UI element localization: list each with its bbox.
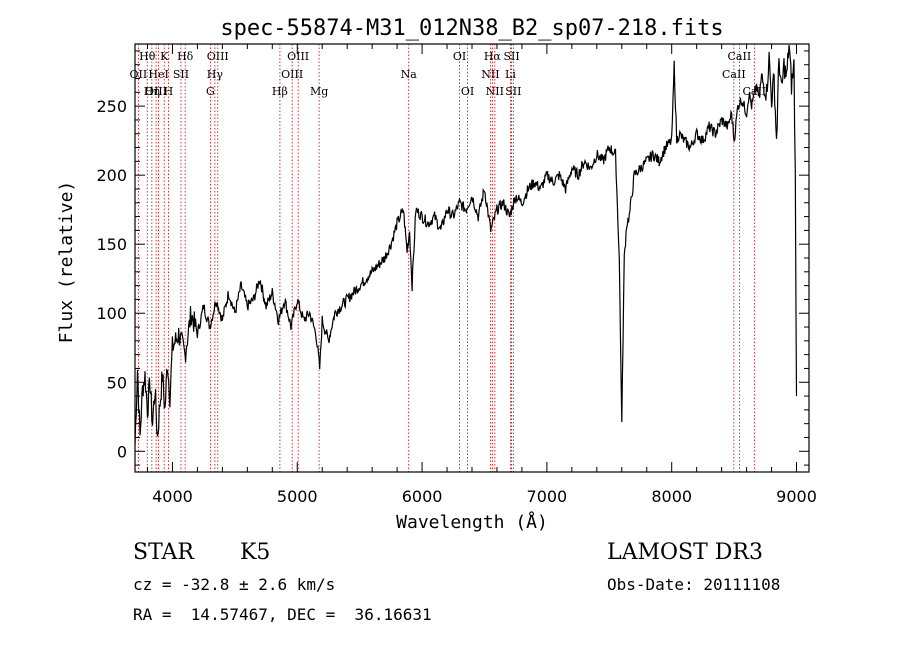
plot-frame: [134, 43, 810, 473]
line-label: Hβ: [272, 85, 288, 98]
x-tick-label: 8000: [651, 487, 692, 506]
line-label: Mg: [310, 85, 328, 98]
line-label: Hδ: [177, 50, 194, 63]
line-label: Hθ: [139, 50, 156, 63]
line-label: SII: [503, 50, 519, 63]
y-axis-label: Flux (relative): [56, 181, 77, 344]
spectral-line-markers: [137, 44, 755, 472]
line-label: G: [206, 85, 215, 98]
line-label: OIII: [145, 85, 167, 98]
line-label: NII: [486, 85, 504, 98]
line-label: SII: [173, 68, 189, 81]
x-tick-label: 7000: [527, 487, 568, 506]
line-label: OII: [130, 68, 148, 81]
y-tick-label: 100: [96, 304, 127, 323]
x-axis-label: Wavelength (Å): [396, 511, 548, 533]
x-tick-label: 6000: [402, 487, 443, 506]
flux-series-line: [134, 44, 798, 445]
line-label: HeI: [148, 68, 168, 81]
line-label: OI: [453, 50, 466, 63]
object-subclass: K5: [240, 540, 271, 565]
y-axis-ticks: 0 50 100 150 200 250: [96, 50, 809, 466]
ra-dec-coordinates: RA = 14.57467, DEC = 36.16631: [133, 605, 432, 624]
object-class: STAR: [133, 540, 194, 565]
line-label: OI: [461, 85, 474, 98]
redshift-velocity: cz = -32.8 ± 2.6 km/s: [133, 575, 336, 594]
y-tick-label: 150: [96, 235, 127, 254]
chart-title: spec-55874-M31_012N38_B2_sp07-218.fits: [220, 16, 723, 41]
x-tick-label: 4000: [152, 487, 193, 506]
line-label: SII: [505, 85, 521, 98]
line-label: NII: [481, 68, 499, 81]
line-label: Hη: [144, 85, 160, 98]
line-label: OIII: [207, 50, 229, 63]
y-tick-label: 250: [96, 97, 127, 116]
x-axis-ticks: 4000 5000 6000 7000 8000 9000: [146, 44, 817, 506]
y-tick-label: 50: [107, 373, 127, 392]
line-label: K: [160, 50, 169, 63]
x-tick-label: 5000: [277, 487, 318, 506]
observation-date: Obs-Date: 20111108: [607, 575, 781, 594]
line-label: H: [164, 85, 174, 98]
line-label: Na: [401, 68, 418, 81]
line-label: Hγ: [207, 68, 224, 81]
line-label: Li: [505, 68, 516, 81]
line-label: OIII: [287, 50, 309, 63]
line-label: OIII: [281, 68, 303, 81]
line-label: CaII: [722, 68, 746, 81]
line-label: CaII: [728, 50, 752, 63]
y-tick-label: 0: [117, 442, 127, 461]
x-tick-label: 9000: [776, 487, 817, 506]
y-tick-label: 200: [96, 166, 127, 185]
line-label: Hα: [484, 50, 502, 63]
survey-name: LAMOST DR3: [607, 540, 763, 565]
